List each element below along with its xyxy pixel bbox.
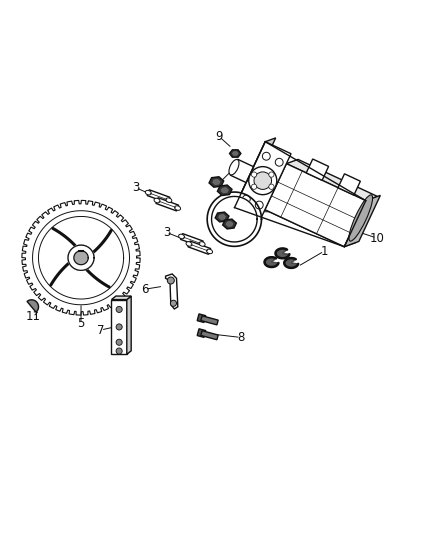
Circle shape	[242, 195, 250, 203]
Ellipse shape	[145, 190, 151, 195]
Text: 3: 3	[163, 226, 170, 239]
Ellipse shape	[166, 198, 172, 203]
Polygon shape	[27, 300, 39, 312]
Polygon shape	[219, 215, 226, 220]
Text: 2: 2	[233, 159, 240, 172]
Text: 11: 11	[25, 310, 40, 324]
Polygon shape	[74, 251, 88, 265]
Ellipse shape	[349, 195, 373, 241]
Polygon shape	[338, 174, 360, 195]
Polygon shape	[223, 219, 237, 229]
Circle shape	[262, 152, 270, 160]
Circle shape	[167, 277, 174, 284]
Polygon shape	[217, 185, 232, 196]
Polygon shape	[207, 192, 261, 246]
Polygon shape	[201, 330, 218, 340]
Ellipse shape	[199, 241, 205, 246]
Polygon shape	[276, 248, 290, 259]
Text: 6: 6	[141, 283, 148, 296]
Polygon shape	[221, 188, 228, 193]
Polygon shape	[230, 150, 241, 157]
Text: 7: 7	[97, 324, 105, 336]
Polygon shape	[39, 216, 124, 299]
Polygon shape	[201, 316, 218, 325]
Text: 10: 10	[369, 231, 384, 245]
Polygon shape	[197, 329, 206, 337]
Polygon shape	[166, 274, 178, 309]
Polygon shape	[188, 241, 211, 254]
Polygon shape	[230, 159, 254, 183]
Polygon shape	[306, 159, 328, 180]
Polygon shape	[286, 159, 378, 200]
Polygon shape	[32, 211, 130, 305]
Polygon shape	[265, 257, 279, 267]
Polygon shape	[22, 200, 140, 315]
Circle shape	[170, 300, 177, 306]
Ellipse shape	[186, 241, 192, 246]
Polygon shape	[212, 197, 257, 242]
Polygon shape	[147, 190, 170, 203]
Ellipse shape	[229, 159, 239, 175]
Polygon shape	[234, 142, 291, 220]
Polygon shape	[127, 296, 131, 354]
Text: 2: 2	[211, 216, 219, 229]
Circle shape	[251, 184, 257, 189]
Circle shape	[275, 158, 283, 166]
Polygon shape	[265, 164, 366, 247]
Polygon shape	[111, 300, 127, 354]
Ellipse shape	[175, 206, 180, 211]
Text: 8: 8	[237, 331, 244, 344]
Polygon shape	[68, 245, 94, 270]
Circle shape	[269, 172, 274, 177]
Text: 1: 1	[320, 245, 328, 257]
Polygon shape	[213, 179, 220, 184]
Circle shape	[249, 167, 277, 195]
Circle shape	[254, 172, 272, 189]
Text: 4: 4	[276, 205, 284, 218]
Text: 9: 9	[215, 130, 223, 143]
Polygon shape	[68, 245, 94, 270]
Polygon shape	[209, 177, 224, 187]
Circle shape	[116, 339, 122, 345]
Polygon shape	[284, 258, 298, 268]
Circle shape	[116, 306, 122, 312]
Ellipse shape	[179, 234, 184, 239]
Polygon shape	[344, 196, 380, 247]
Ellipse shape	[154, 198, 160, 203]
Polygon shape	[234, 138, 276, 207]
Circle shape	[255, 201, 263, 209]
Circle shape	[269, 184, 274, 189]
Polygon shape	[265, 205, 356, 247]
Polygon shape	[226, 222, 233, 227]
Polygon shape	[180, 233, 203, 247]
Polygon shape	[197, 314, 206, 322]
Ellipse shape	[207, 249, 212, 254]
Circle shape	[116, 324, 122, 330]
Text: 3: 3	[132, 181, 139, 194]
Text: 5: 5	[78, 317, 85, 330]
Circle shape	[116, 348, 122, 354]
Polygon shape	[156, 198, 179, 211]
Polygon shape	[111, 296, 131, 300]
Polygon shape	[233, 152, 238, 155]
Circle shape	[251, 172, 257, 177]
Polygon shape	[215, 212, 229, 222]
